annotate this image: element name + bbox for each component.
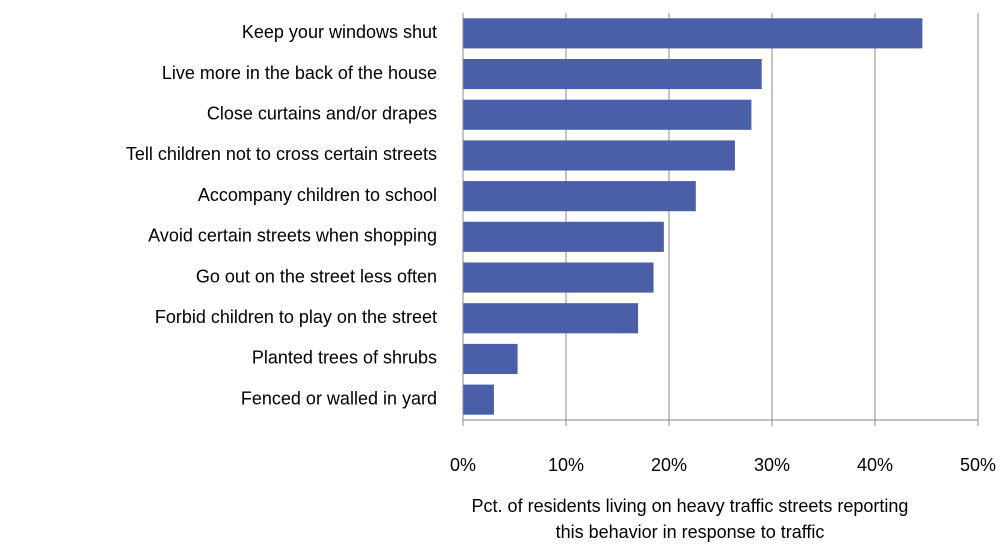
y-tick-label: Go out on the street less often (196, 266, 437, 286)
y-tick-label: Avoid certain streets when shopping (148, 226, 437, 246)
bar (463, 181, 696, 212)
y-tick-label: Fenced or walled in yard (241, 388, 437, 408)
bar (463, 303, 639, 334)
x-tick-label: 40% (857, 455, 893, 475)
bar (463, 384, 494, 415)
y-tick-label: Close curtains and/or drapes (207, 104, 437, 124)
y-tick-label: Forbid children to play on the street (155, 307, 437, 327)
axis-title: Pct. of residents living on heavy traffi… (472, 496, 909, 516)
x-tick-label: 10% (548, 455, 584, 475)
bar (463, 99, 752, 130)
x-tick-label: 20% (651, 455, 687, 475)
bar (463, 221, 664, 252)
x-tick-label: 50% (960, 455, 996, 475)
y-tick-label: Keep your windows shut (242, 22, 437, 42)
bar (463, 58, 762, 90)
bar (463, 140, 735, 171)
x-tick-label: 30% (754, 455, 790, 475)
y-tick-label: Tell children not to cross certain stree… (126, 144, 437, 164)
y-tick-label: Planted trees of shrubs (252, 348, 437, 368)
bar (463, 262, 654, 293)
bar (463, 18, 923, 49)
x-tick-label: 0% (450, 455, 476, 475)
y-tick-label: Accompany children to school (198, 185, 437, 205)
y-tick-label: Live more in the back of the house (162, 63, 437, 83)
axis-title: this behavior in response to traffic (556, 522, 825, 542)
bar (463, 343, 518, 375)
